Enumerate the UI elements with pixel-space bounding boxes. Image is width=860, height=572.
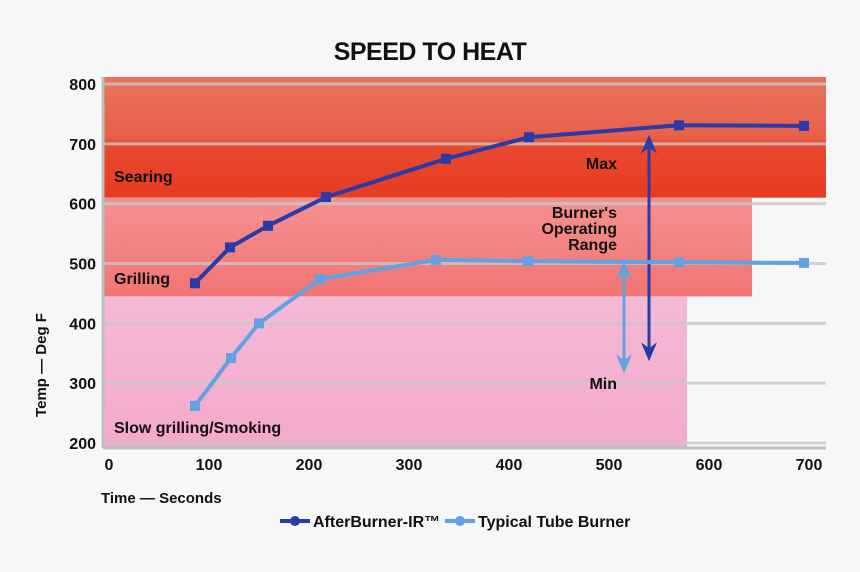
legend-label: Typical Tube Burner — [478, 514, 630, 531]
operating-range-label: Operating — [541, 221, 617, 238]
max-arrow-head-down — [641, 342, 657, 362]
y-tick-label: 600 — [69, 197, 96, 214]
x-tick-label: 700 — [796, 457, 823, 474]
operating-range-label: Range — [568, 237, 617, 254]
legend: AfterBurner-IR™ Typical Tube Burner — [280, 514, 630, 531]
data-point-typical-tube-burner — [431, 254, 441, 265]
data-point-afterburner-ir- — [441, 153, 451, 164]
y-tick-label: 200 — [69, 436, 96, 453]
data-point-afterburner-ir- — [524, 132, 534, 143]
x-tick-label: 100 — [196, 457, 223, 474]
data-point-afterburner-ir- — [190, 278, 200, 289]
operating-range-label: Burner's — [552, 205, 617, 222]
zone-slow-grilling-smoking — [103, 296, 687, 448]
x-tick-label: 300 — [396, 457, 423, 474]
x-tick-label: 400 — [496, 457, 523, 474]
data-point-afterburner-ir- — [674, 120, 684, 131]
x-tick-label: 0 — [105, 457, 114, 474]
data-point-typical-tube-burner — [226, 353, 236, 364]
data-point-typical-tube-burner — [799, 257, 809, 268]
zone-grilling — [103, 197, 752, 297]
legend-label: AfterBurner-IR™ — [313, 514, 440, 531]
min-arrow-head-down — [616, 354, 632, 374]
zone-label: Grilling — [114, 271, 170, 288]
min-arrow-head-up — [616, 261, 632, 281]
legend-marker-afterburner-ir- — [290, 516, 300, 526]
data-point-typical-tube-burner — [674, 257, 684, 268]
zone-label: Slow grilling/Smoking — [114, 420, 281, 437]
y-tick-label: 800 — [69, 77, 96, 94]
y-tick-label: 700 — [69, 137, 96, 154]
max-label: Max — [586, 156, 617, 173]
series-line-afterburner-ir- — [193, 123, 805, 285]
data-point-typical-tube-burner — [315, 274, 325, 285]
series-line-typical-tube-burner — [193, 257, 805, 408]
data-point-typical-tube-burner — [190, 400, 200, 411]
x-tick-label: 500 — [596, 457, 623, 474]
x-axis-label: Time — Seconds — [101, 490, 222, 507]
data-point-afterburner-ir- — [799, 120, 809, 131]
legend-marker-typical-tube-burner — [455, 516, 465, 526]
x-tick-label: 600 — [696, 457, 723, 474]
zone-label: Searing — [114, 169, 173, 186]
data-point-afterburner-ir- — [321, 192, 331, 203]
zone-searing — [103, 77, 826, 198]
y-tick-label: 500 — [69, 257, 96, 274]
data-point-afterburner-ir- — [225, 242, 235, 253]
y-axis-label: Temp — Deg F — [33, 313, 50, 417]
data-point-typical-tube-burner — [254, 318, 264, 329]
data-point-afterburner-ir- — [263, 220, 273, 231]
max-arrow-head-up — [641, 134, 657, 154]
chart-title: SPEED TO HEAT — [334, 38, 527, 66]
min-label: Min — [589, 376, 617, 393]
y-tick-label: 400 — [69, 316, 96, 333]
data-point-typical-tube-burner — [523, 256, 533, 267]
x-tick-label: 200 — [296, 457, 323, 474]
y-tick-label: 300 — [69, 376, 96, 393]
